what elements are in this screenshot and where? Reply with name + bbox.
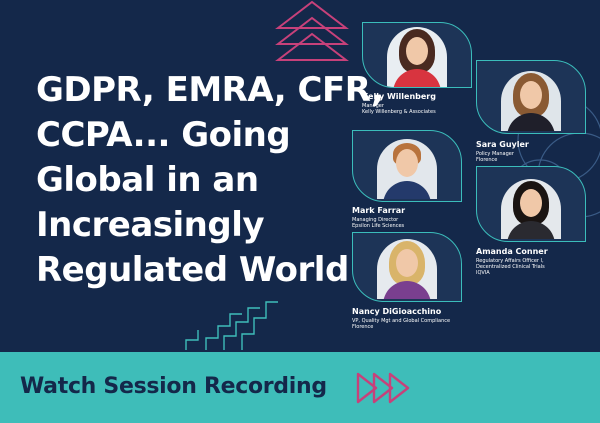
staircase-lines-icon [185, 301, 278, 350]
speaker-photo-frame [476, 60, 586, 134]
clothing-shape [383, 281, 431, 299]
speaker-role: Managing Director [352, 217, 399, 223]
speaker-role: Regulatory Affairs Officer I, [476, 258, 544, 264]
speaker-role-detail: Decentralized Clinical Trials [476, 264, 545, 270]
face-shape [520, 81, 542, 109]
clothing-shape [383, 181, 431, 199]
headline-line: GDPR, EMRA, CFR, [36, 70, 384, 110]
speaker-name: Kelly Willenberg [362, 92, 436, 101]
clothing-shape [393, 69, 441, 87]
speaker-organization: IQVIA [476, 270, 490, 276]
headline-line: Regulated World [36, 250, 349, 290]
face-shape [396, 249, 418, 277]
speaker-photo-frame [352, 232, 462, 302]
clothing-shape [507, 113, 555, 131]
headline: GDPR, EMRA, CFR, CCPA... Going Global in… [36, 68, 384, 293]
speaker-organization: Kelly Willenberg & Associates [362, 109, 436, 115]
man-portrait-icon [377, 139, 437, 199]
triple-chevron-right-icon[interactable] [356, 372, 412, 404]
woman-portrait-icon [501, 71, 561, 131]
woman-portrait-icon [377, 239, 437, 299]
speaker-name: Amanda Conner [476, 247, 548, 256]
speaker-role: Manager [362, 103, 384, 109]
cta-bar[interactable] [0, 352, 600, 423]
speaker-name: Nancy DiGioacchino [352, 307, 442, 316]
speaker-role: VP, Quality Mgt and Global Compliance [352, 318, 451, 324]
pink-triangles-icon [275, 0, 349, 61]
speaker-photo-frame [352, 130, 462, 202]
face-shape [396, 149, 418, 177]
headline-line: CCPA... Going [36, 115, 291, 155]
woman-portrait-icon [387, 27, 447, 87]
speaker-photo-frame [476, 166, 586, 242]
speaker-organization: Epsilon Life Sciences [352, 223, 405, 229]
headline-line: Increasingly [36, 205, 265, 245]
face-shape [520, 189, 542, 217]
speaker-name: Sara Guyler [476, 140, 529, 149]
headline-line: Global in an [36, 160, 259, 200]
woman-portrait-icon [501, 179, 561, 239]
watch-recording-link[interactable]: Watch Session Recording [20, 374, 327, 399]
speaker-organization: Florence [352, 324, 374, 330]
speaker-photo-frame [362, 22, 472, 88]
speaker-name: Mark Farrar [352, 206, 406, 215]
face-shape [406, 37, 428, 65]
speaker-role: Policy Manager [476, 151, 514, 157]
speaker-organization: Florence [476, 157, 498, 163]
clothing-shape [507, 221, 555, 239]
